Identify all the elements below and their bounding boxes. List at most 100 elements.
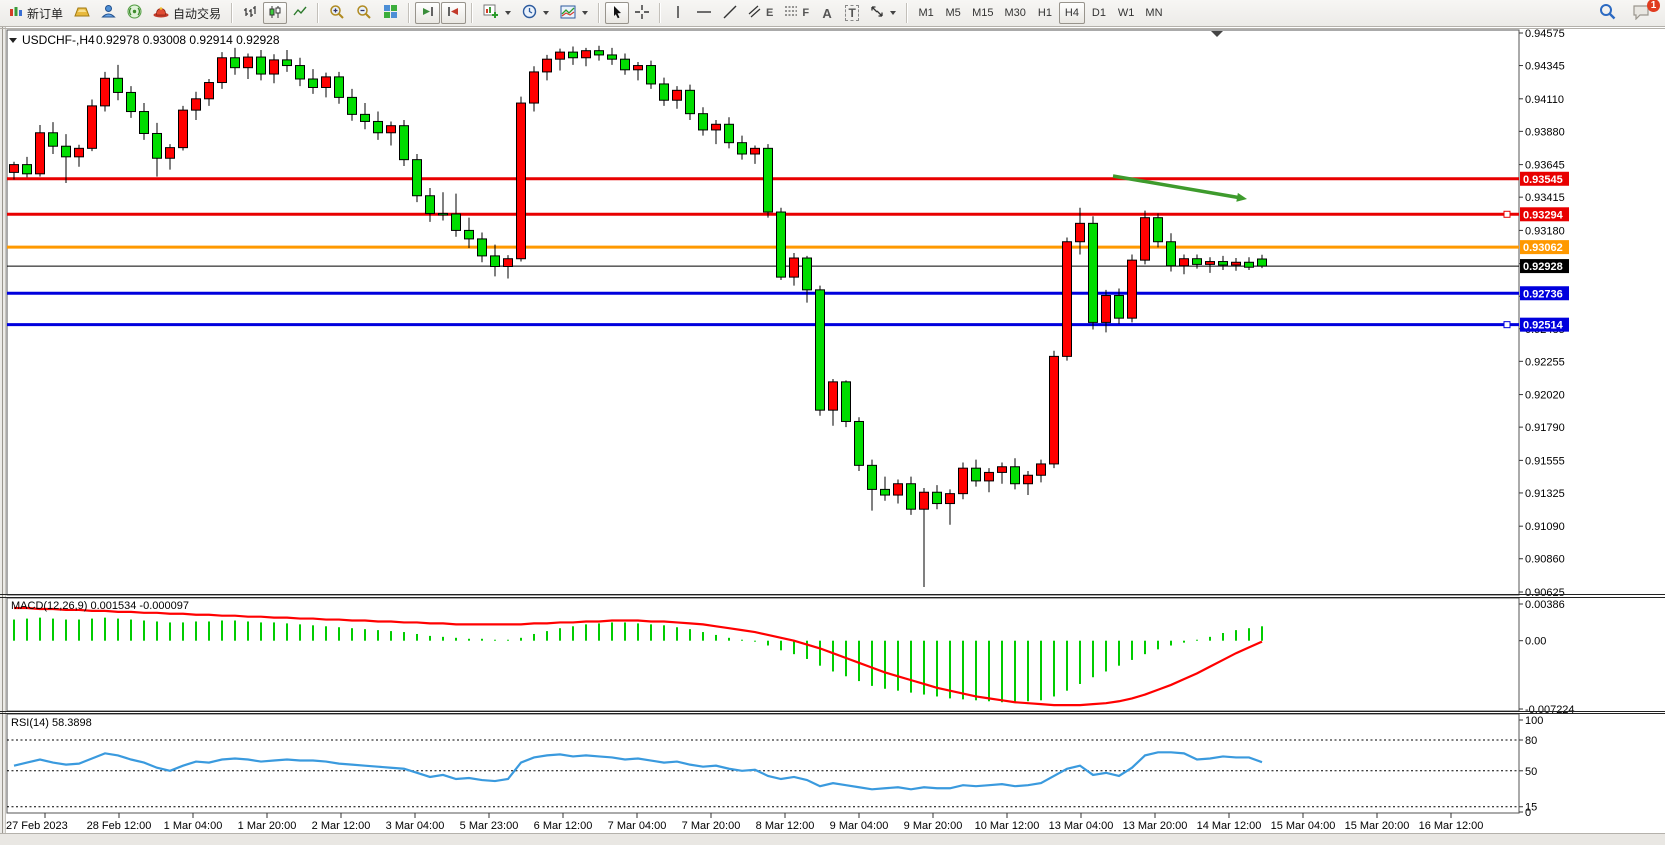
- price-tick-label: 0.94575: [1525, 28, 1565, 40]
- zoom-out-button[interactable]: [351, 2, 377, 24]
- vertical-line-button[interactable]: [666, 2, 690, 24]
- rsi-tick-label: 15: [1525, 802, 1537, 814]
- one-click-trading-toggle[interactable]: [9, 38, 17, 43]
- candle-body: [698, 113, 708, 131]
- chart-title-symbol: USDCHF-,H4: [22, 33, 95, 47]
- candle-body: [295, 65, 305, 80]
- line-chart-button[interactable]: [288, 2, 312, 24]
- candle-body: [854, 420, 864, 466]
- cursor-icon: [611, 5, 624, 22]
- timeframe-button-d1[interactable]: D1: [1091, 7, 1106, 19]
- time-tick-label: 13 Mar 20:00: [1123, 820, 1188, 832]
- trend-arrow[interactable]: [1112, 174, 1240, 200]
- bar-chart-button[interactable]: [238, 2, 262, 24]
- shift-marker[interactable]: [1211, 31, 1223, 37]
- candle-body: [997, 466, 1007, 473]
- candle-body: [1231, 261, 1241, 266]
- candle-body: [1075, 222, 1085, 243]
- crosshair-button[interactable]: [630, 2, 654, 24]
- price-tick-label: 0.90860: [1525, 554, 1565, 566]
- support-button[interactable]: [96, 2, 121, 24]
- candle-body: [1114, 295, 1124, 319]
- candle-body: [737, 142, 747, 155]
- candle-body: [243, 56, 253, 69]
- toolbar-separator: [231, 3, 234, 23]
- candle-body: [1218, 261, 1228, 266]
- candle-body: [1153, 217, 1163, 243]
- macd-tick-label: 0.00386: [1525, 599, 1565, 611]
- new-chart-button[interactable]: [478, 2, 516, 24]
- candle-body: [48, 132, 58, 147]
- price-tick-label: 0.92020: [1525, 390, 1565, 402]
- price-tick-label: 0.90625: [1525, 587, 1565, 599]
- tile-windows-button[interactable]: [378, 2, 403, 24]
- new-order-button[interactable]: 新订单: [4, 2, 68, 24]
- deposit-button[interactable]: [69, 2, 95, 24]
- candle-body: [87, 105, 97, 149]
- time-tick-label: 2 Mar 12:00: [312, 820, 371, 832]
- candle-body: [1101, 295, 1111, 323]
- zoom-in-icon: [329, 4, 345, 23]
- clock-icon: [522, 4, 537, 22]
- time-tick-label: 7 Mar 04:00: [608, 820, 667, 832]
- candle-body: [464, 229, 474, 240]
- candle-body: [906, 483, 916, 510]
- candle-body: [893, 483, 903, 496]
- time-tick-label: 7 Mar 20:00: [682, 820, 741, 832]
- candle-body: [750, 147, 760, 155]
- candle-body: [178, 109, 188, 149]
- signals-button[interactable]: [122, 2, 147, 24]
- candlestick-chart-button[interactable]: [263, 2, 288, 24]
- price-badge-label: 0.92514: [1523, 320, 1564, 332]
- candle-body: [1010, 466, 1020, 485]
- horizontal-line-button[interactable]: [691, 2, 717, 24]
- price-tick-label: 0.91090: [1525, 521, 1565, 533]
- autotrading-hat-icon: [153, 5, 169, 21]
- text-label-button[interactable]: T: [840, 2, 864, 24]
- timeframe-button-h1[interactable]: H1: [1037, 7, 1052, 19]
- timeframe-button-w1[interactable]: W1: [1117, 7, 1135, 19]
- autotrading-button[interactable]: 自动交易: [148, 2, 226, 24]
- candle-body: [321, 76, 331, 88]
- candle-body: [659, 83, 669, 101]
- candle-body: [503, 258, 513, 268]
- hline-handle[interactable]: [1503, 210, 1511, 218]
- candle-body: [399, 125, 409, 161]
- hline-handle[interactable]: [1503, 321, 1511, 329]
- timeframe-button-mn[interactable]: MN: [1145, 7, 1163, 19]
- timeframe-button-m15[interactable]: M15: [972, 7, 994, 19]
- timeframe-button-m5[interactable]: M5: [945, 7, 961, 19]
- chevron-down-icon: [543, 11, 550, 15]
- equidistant-channel-button[interactable]: E: [743, 2, 778, 24]
- chart-window[interactable]: USDCHF-,H4 0.92978 0.93008 0.92914 0.9292…: [0, 27, 1665, 845]
- horizontal-line-icon: [696, 6, 712, 21]
- candle-body: [1179, 258, 1189, 267]
- candlestick-icon: [268, 5, 282, 22]
- timeframe-button-m1[interactable]: M1: [918, 7, 934, 19]
- fibonacci-button[interactable]: F: [779, 2, 814, 24]
- timeframe-button-m30[interactable]: M30: [1004, 7, 1026, 19]
- periods-button[interactable]: [517, 2, 554, 24]
- auto-scroll-button[interactable]: [415, 2, 441, 24]
- channel-icon: [748, 5, 762, 21]
- candle-body: [542, 58, 552, 73]
- search-button[interactable]: [1594, 2, 1621, 24]
- text-tool-button[interactable]: A: [815, 2, 839, 24]
- text-label-icon: T: [845, 5, 859, 21]
- chart-canvas[interactable]: USDCHF-,H4 0.92978 0.93008 0.92914 0.9292…: [0, 27, 1665, 845]
- cursor-button[interactable]: [605, 2, 630, 24]
- trendline-button[interactable]: [718, 2, 742, 24]
- templates-button[interactable]: [555, 2, 593, 24]
- candle-body: [1205, 261, 1215, 265]
- zoom-in-button[interactable]: [324, 2, 350, 24]
- toolbar-separator: [659, 3, 662, 23]
- price-badge: [1520, 317, 1569, 332]
- rsi-tick-label: 100: [1525, 715, 1543, 727]
- notifications-button[interactable]: 1: [1627, 0, 1660, 24]
- bottom-strip: [0, 834, 1665, 845]
- timeframe-button-h4[interactable]: H4: [1058, 2, 1085, 24]
- arrows-tool-button[interactable]: [865, 2, 901, 24]
- gold-icon: [74, 5, 90, 22]
- chart-shift-button[interactable]: [441, 2, 467, 24]
- rsi-line: [13, 751, 1263, 791]
